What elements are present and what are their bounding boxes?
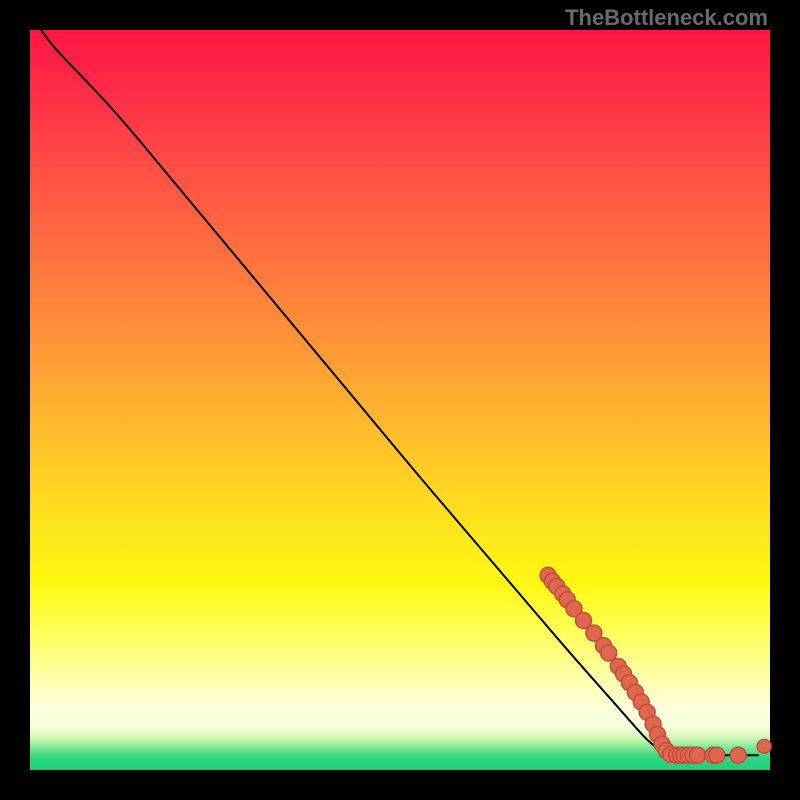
- datapoint-marker: [689, 747, 705, 763]
- datapoint-marker: [601, 645, 617, 661]
- datapoint-marker: [730, 747, 746, 763]
- datapoint-end-marker: [757, 739, 771, 753]
- bottleneck-chart: [0, 0, 800, 800]
- datapoint-marker: [709, 747, 725, 763]
- watermark-text: TheBottleneck.com: [565, 5, 768, 31]
